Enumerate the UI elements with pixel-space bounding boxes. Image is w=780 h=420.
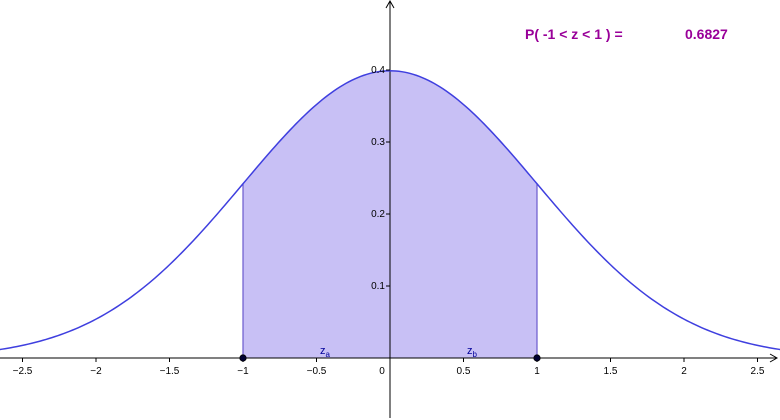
za-label: za xyxy=(320,345,331,359)
zb-subscript: b xyxy=(473,350,478,359)
x-tick-label: 2.5 xyxy=(751,366,765,377)
x-tick-label: 0.5 xyxy=(457,366,471,377)
curve-layer xyxy=(0,70,780,351)
za-subscript: a xyxy=(326,350,331,359)
x-tick-label: −1.5 xyxy=(160,366,180,377)
y-tick-label: 0.2 xyxy=(371,209,385,220)
point-za xyxy=(239,354,247,362)
x-tick-label: −2 xyxy=(90,366,102,377)
x-tick-label: 1 xyxy=(534,366,540,377)
y-tick-label: 0.4 xyxy=(371,65,385,76)
x-tick-label: 0 xyxy=(379,366,385,377)
zb-label: zb xyxy=(467,345,478,359)
x-tick-label: −0.5 xyxy=(307,366,327,377)
x-tick-label: −2.5 xyxy=(13,366,33,377)
y-axis-arrow xyxy=(385,0,395,9)
x-tick-label: 1.5 xyxy=(604,366,618,377)
x-axis-arrow xyxy=(769,353,779,363)
y-tick-label: 0.3 xyxy=(371,137,385,148)
point-layer xyxy=(239,354,541,362)
za-letter: z xyxy=(320,345,326,357)
probability-label: P( -1 < z < 1 ) = xyxy=(525,26,623,42)
point-zb xyxy=(533,354,541,362)
zb-letter: z xyxy=(467,345,473,357)
x-tick-label: −1 xyxy=(237,366,249,377)
probability-value: 0.6827 xyxy=(685,26,728,42)
density-curve xyxy=(0,70,780,351)
y-tick-label: 0.1 xyxy=(371,281,385,292)
x-tick-label: 2 xyxy=(681,366,687,377)
